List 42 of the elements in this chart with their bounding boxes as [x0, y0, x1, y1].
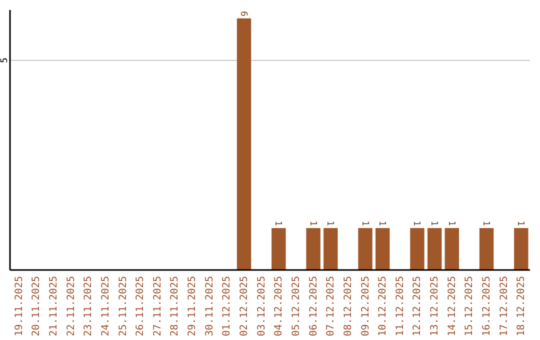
x-tick-label: 17.12.2025 — [498, 276, 510, 336]
data-label: 1 — [411, 220, 422, 226]
x-tick-label: 29.11.2025 — [187, 276, 198, 336]
x-tick-label: 03.12.2025 — [256, 276, 268, 336]
data-label: 1 — [376, 220, 387, 226]
data-label: 6 — [238, 10, 248, 16]
x-tick-label: 20.11.2025 — [31, 276, 42, 336]
x-tick-label: 16.12.2025 — [482, 276, 493, 336]
data-label: 1 — [446, 220, 456, 226]
x-tick-label: 05.12.2025 — [290, 276, 302, 336]
x-tick-label: 14.12.2025 — [446, 276, 458, 336]
x-tick-label: 25.11.2025 — [118, 276, 129, 336]
x-tick-label: 10.12.2025 — [378, 276, 389, 336]
x-tick-label: 23.11.2025 — [83, 276, 94, 336]
x-tick-label: 30.11.2025 — [204, 276, 216, 336]
x-tick-label: 26.11.2025 — [135, 276, 146, 336]
x-tick-label: 19.11.2025 — [14, 276, 25, 336]
x-tick-label: 24.11.2025 — [100, 276, 112, 336]
data-label: 1 — [272, 220, 283, 226]
x-tick-label: 04.12.2025 — [274, 276, 285, 336]
x-tick-label: 07.12.2025 — [326, 276, 337, 336]
x-tick-label: 02.12.2025 — [239, 276, 250, 336]
x-tick-label: 21.11.2025 — [48, 276, 60, 336]
x-tick-label: 12.12.2025 — [412, 276, 424, 336]
data-label: 1 — [515, 220, 526, 226]
x-tick-label: 18.12.2025 — [516, 276, 528, 336]
x-tick-label: 08.12.2025 — [342, 276, 354, 336]
data-label: 1 — [428, 220, 439, 226]
y-tick-label: 5 — [0, 58, 10, 64]
x-tick-label: 28.11.2025 — [170, 276, 181, 336]
x-tick-label: 22.11.2025 — [66, 276, 77, 336]
x-tick-label: 15.12.2025 — [464, 276, 476, 336]
x-tick-label: 27.11.2025 — [152, 276, 164, 336]
data-label: 1 — [307, 220, 318, 226]
data-label: 1 — [359, 220, 370, 226]
x-tick-label: 13.12.2025 — [430, 276, 441, 336]
data-label: 1 — [324, 220, 335, 226]
x-tick-label: 06.12.2025 — [308, 276, 320, 336]
x-tick-label: 11.12.2025 — [394, 276, 406, 336]
x-tick-label: 09.12.2025 — [360, 276, 372, 336]
x-tick-label: 01.12.2025 — [222, 276, 233, 336]
data-label: 1 — [480, 220, 491, 226]
